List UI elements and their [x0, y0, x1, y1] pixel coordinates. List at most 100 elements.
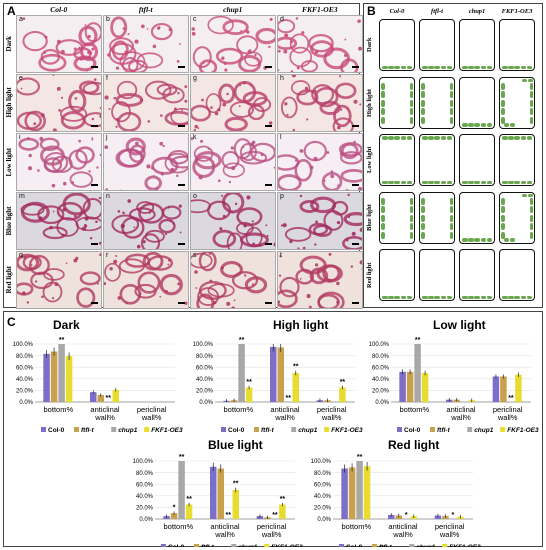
bar — [434, 515, 442, 519]
legend-swatch — [397, 427, 402, 432]
scale-bar — [177, 65, 185, 68]
panel-c-letter: C — [7, 315, 16, 329]
chloroplast — [400, 136, 407, 140]
chloroplast — [504, 123, 509, 127]
panel-b-col-header: chup1 — [468, 8, 486, 15]
schematic-cell — [379, 249, 415, 301]
schematic-cell — [379, 76, 415, 129]
bar — [363, 466, 371, 519]
tissue-texture — [18, 136, 101, 188]
y-tick-label: 100.0% — [133, 459, 154, 465]
chloroplast — [409, 91, 413, 98]
chloroplast — [388, 180, 394, 184]
micrograph: e — [16, 74, 102, 132]
chloroplast — [409, 206, 413, 213]
x-tick-label: periclinal — [493, 405, 523, 414]
legend-swatch — [467, 427, 473, 432]
schematic-cell — [459, 134, 495, 186]
significance-mark: ** — [508, 395, 514, 402]
bar — [388, 514, 395, 519]
bar — [406, 371, 414, 402]
scale-bar — [264, 183, 272, 186]
panel-a-row-label: High light — [5, 87, 13, 118]
tissue-texture — [17, 75, 101, 131]
legend-swatch — [291, 427, 297, 432]
chloroplast — [428, 136, 434, 140]
panel-c — [3, 311, 543, 547]
legend-label: chup1 — [238, 544, 258, 547]
bar — [112, 389, 119, 402]
significance-mark: ** — [246, 379, 252, 386]
panel-a-row-label: Blue light — [5, 206, 13, 236]
bar — [421, 373, 429, 402]
schematic-cell — [499, 191, 535, 244]
micrograph: m — [16, 192, 102, 250]
panel-a-row-label: Red light — [5, 266, 13, 294]
legend-label: FKF1-OE3 — [271, 544, 303, 547]
significance-mark: ** — [357, 454, 363, 461]
panel-b-row-label: Red light — [366, 262, 373, 288]
bar — [50, 351, 58, 402]
tissue-texture — [20, 193, 101, 245]
legend-swatch — [430, 427, 435, 432]
tissue-texture — [280, 193, 362, 249]
bar — [232, 490, 239, 519]
chloroplast — [529, 214, 533, 222]
chloroplast — [446, 136, 453, 140]
chloroplast — [480, 180, 487, 184]
scale-bar — [264, 124, 272, 127]
micrograph: r — [103, 251, 189, 309]
chloroplast — [529, 91, 533, 98]
chloroplast — [449, 197, 453, 205]
micrograph: a — [16, 15, 102, 73]
chloroplast — [381, 223, 385, 230]
tissue-texture — [191, 252, 268, 308]
micrograph-sub-label: q — [19, 252, 23, 259]
chloroplast — [449, 206, 453, 213]
chloroplast — [400, 180, 407, 184]
chloroplast — [526, 136, 533, 140]
schematic-cell — [379, 19, 415, 71]
tissue-texture — [191, 81, 273, 131]
bar — [339, 387, 346, 402]
y-tick-label: 100.0% — [369, 342, 390, 348]
significance-mark: ** — [233, 481, 239, 488]
y-tick-label: 0.0% — [19, 400, 33, 406]
y-tick-label: 60.0% — [314, 482, 332, 488]
chloroplast — [440, 65, 447, 69]
chloroplast — [381, 91, 385, 98]
chloroplast — [381, 82, 385, 90]
micrograph: b — [103, 15, 189, 73]
chloroplast — [406, 65, 413, 69]
schematic-cell — [379, 134, 415, 186]
y-tick-label: 20.0% — [16, 389, 34, 395]
bar-chart: Dark 0.0% 20.0% 40.0% 60.0% 80.0% 100.0% ** bott… — [13, 318, 183, 434]
tissue-texture — [104, 80, 188, 131]
chloroplast — [434, 180, 440, 184]
micrograph: t — [277, 251, 363, 309]
chloroplast — [449, 99, 453, 107]
chloroplast — [529, 108, 533, 115]
micrograph: i — [16, 133, 102, 191]
chloroplast — [486, 238, 493, 242]
tissue-texture — [191, 193, 275, 249]
schematic-cell — [459, 19, 495, 71]
chloroplast — [474, 180, 480, 184]
chloroplast — [514, 65, 520, 69]
schematic-cell — [459, 76, 495, 129]
chloroplast — [468, 295, 474, 299]
y-tick-label: 20.0% — [314, 506, 332, 512]
micrograph-sub-label: l — [280, 134, 282, 141]
schematic-cell — [499, 134, 535, 186]
scale-bar — [177, 124, 185, 127]
chloroplast — [514, 295, 520, 299]
micrograph: o — [190, 192, 276, 250]
bar — [178, 461, 185, 519]
y-tick-label: 0.0% — [375, 400, 389, 406]
panel-b-row-label: High light — [366, 88, 373, 117]
chloroplast — [446, 65, 453, 69]
chloroplast — [400, 295, 407, 299]
chloroplast — [529, 82, 533, 90]
chloroplast — [409, 223, 413, 230]
x-tick-label: bottom% — [224, 405, 254, 414]
